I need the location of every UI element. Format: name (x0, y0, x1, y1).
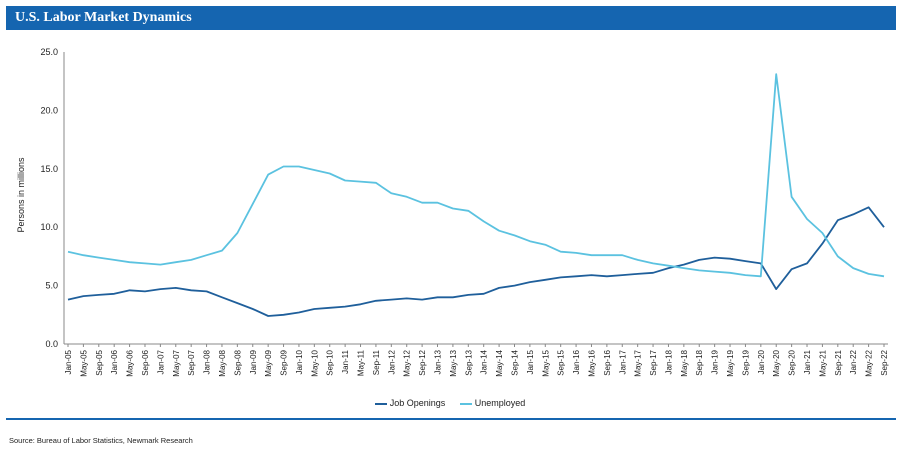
x-tick-label: Sep-19 (741, 349, 750, 375)
x-tick-label: May-12 (403, 349, 412, 376)
x-tick-label: Jan-10 (295, 349, 304, 374)
y-tick-label: 20.0 (40, 105, 58, 115)
x-tick-label: Sep-11 (372, 349, 381, 375)
title-bar: U.S. Labor Market Dynamics (6, 6, 896, 30)
x-tick-label: Jan-15 (526, 349, 535, 374)
x-tick-label: Sep-16 (603, 349, 612, 375)
x-tick-label: Sep-20 (788, 349, 797, 375)
legend-item-unemployed: Unemployed (459, 398, 526, 408)
x-tick-label: Sep-14 (510, 349, 519, 375)
legend-swatch-job-openings (374, 402, 387, 405)
x-tick-label: May-15 (541, 349, 550, 376)
x-tick-label: May-17 (634, 349, 643, 376)
x-tick-label: Sep-22 (880, 349, 889, 375)
x-tick-label: Sep-17 (649, 349, 658, 375)
y-tick-label: 25.0 (40, 47, 58, 57)
source-note: Source: Bureau of Labor Statistics, Newm… (9, 436, 193, 445)
x-tick-label: Sep-18 (695, 349, 704, 375)
legend-label-unemployed: Unemployed (474, 398, 526, 408)
x-tick-label: May-13 (449, 349, 458, 376)
x-tick-label: Jan-05 (64, 349, 73, 374)
x-tick-label: May-09 (264, 349, 273, 376)
x-tick-label: May-19 (726, 349, 735, 376)
x-tick-label: May-21 (818, 349, 827, 376)
x-tick-label: May-14 (495, 349, 504, 376)
x-tick-label: Jan-20 (757, 349, 766, 374)
y-tick-label: 15.0 (40, 164, 58, 174)
x-tick-label: Sep-07 (187, 349, 196, 375)
x-tick-label: Sep-13 (464, 349, 473, 375)
y-axis: 0.0 5.0 10.0 15.0 20.0 25.0 (40, 47, 65, 349)
x-tick-label: May-18 (680, 349, 689, 376)
line-chart: 0.0 5.0 10.0 15.0 20.0 25.0 Jan-05 May-05 Sep-0… (16, 47, 889, 377)
x-tick-label: Sep-12 (418, 349, 427, 375)
y-tick-label: 0.0 (45, 339, 58, 349)
x-tick-label: Jan-13 (434, 349, 443, 374)
x-tick-label: Jan-14 (480, 349, 489, 374)
x-tick-label: Jan-06 (110, 349, 119, 374)
x-tick-label: May-16 (587, 349, 596, 376)
legend-label-job-openings: Job Openings (389, 398, 446, 408)
x-tick-label: May-08 (218, 349, 227, 376)
x-tick-label: Jan-21 (803, 349, 812, 374)
y-tick-label: 5.0 (45, 281, 58, 291)
chart-legend: Job Openings Unemployed (0, 398, 900, 408)
x-tick-label: Jan-08 (203, 349, 212, 374)
series-layer (67, 73, 885, 317)
x-tick-label: Sep-08 (233, 349, 242, 375)
x-tick-label: Jan-18 (664, 349, 673, 374)
x-tick-label: Jan-09 (249, 349, 258, 374)
x-tick-label: May-22 (865, 349, 874, 376)
series-line-unemployed (67, 73, 885, 278)
x-tick-label: Jan-16 (572, 349, 581, 374)
x-tick-label: May-05 (79, 349, 88, 376)
x-tick-label: May-11 (357, 349, 366, 376)
x-tick-label: Jan-17 (618, 349, 627, 374)
x-tick-label: Sep-15 (557, 349, 566, 375)
series-line-job-openings (67, 206, 885, 317)
x-tick-label: May-10 (310, 349, 319, 376)
x-tick-label: May-20 (772, 349, 781, 376)
x-tick-label: May-07 (172, 349, 181, 376)
y-axis-label: Persons in millions (16, 157, 26, 233)
x-axis: Jan-05 May-05 Sep-05 Jan-06 May-06 Sep-06 Jan-… (64, 343, 889, 377)
y-tick-label: 10.0 (40, 222, 58, 232)
page-title: U.S. Labor Market Dynamics (15, 10, 192, 25)
x-tick-label: Sep-05 (95, 349, 104, 375)
x-tick-label: Sep-21 (834, 349, 843, 375)
x-tick-label: Sep-10 (326, 349, 335, 375)
x-tick-label: May-06 (126, 349, 135, 376)
x-tick-label: Sep-06 (141, 349, 150, 375)
x-tick-label: Jan-22 (849, 349, 858, 374)
x-tick-label: Jan-19 (711, 349, 720, 374)
x-tick-label: Jan-11 (341, 349, 350, 373)
x-tick-label: Jan-12 (387, 349, 396, 374)
legend-item-job-openings: Job Openings (374, 398, 446, 408)
footer-divider (6, 418, 896, 420)
legend-swatch-unemployed (459, 402, 472, 405)
x-tick-label: Sep-09 (280, 349, 289, 375)
x-tick-label: Jan-07 (156, 349, 165, 374)
